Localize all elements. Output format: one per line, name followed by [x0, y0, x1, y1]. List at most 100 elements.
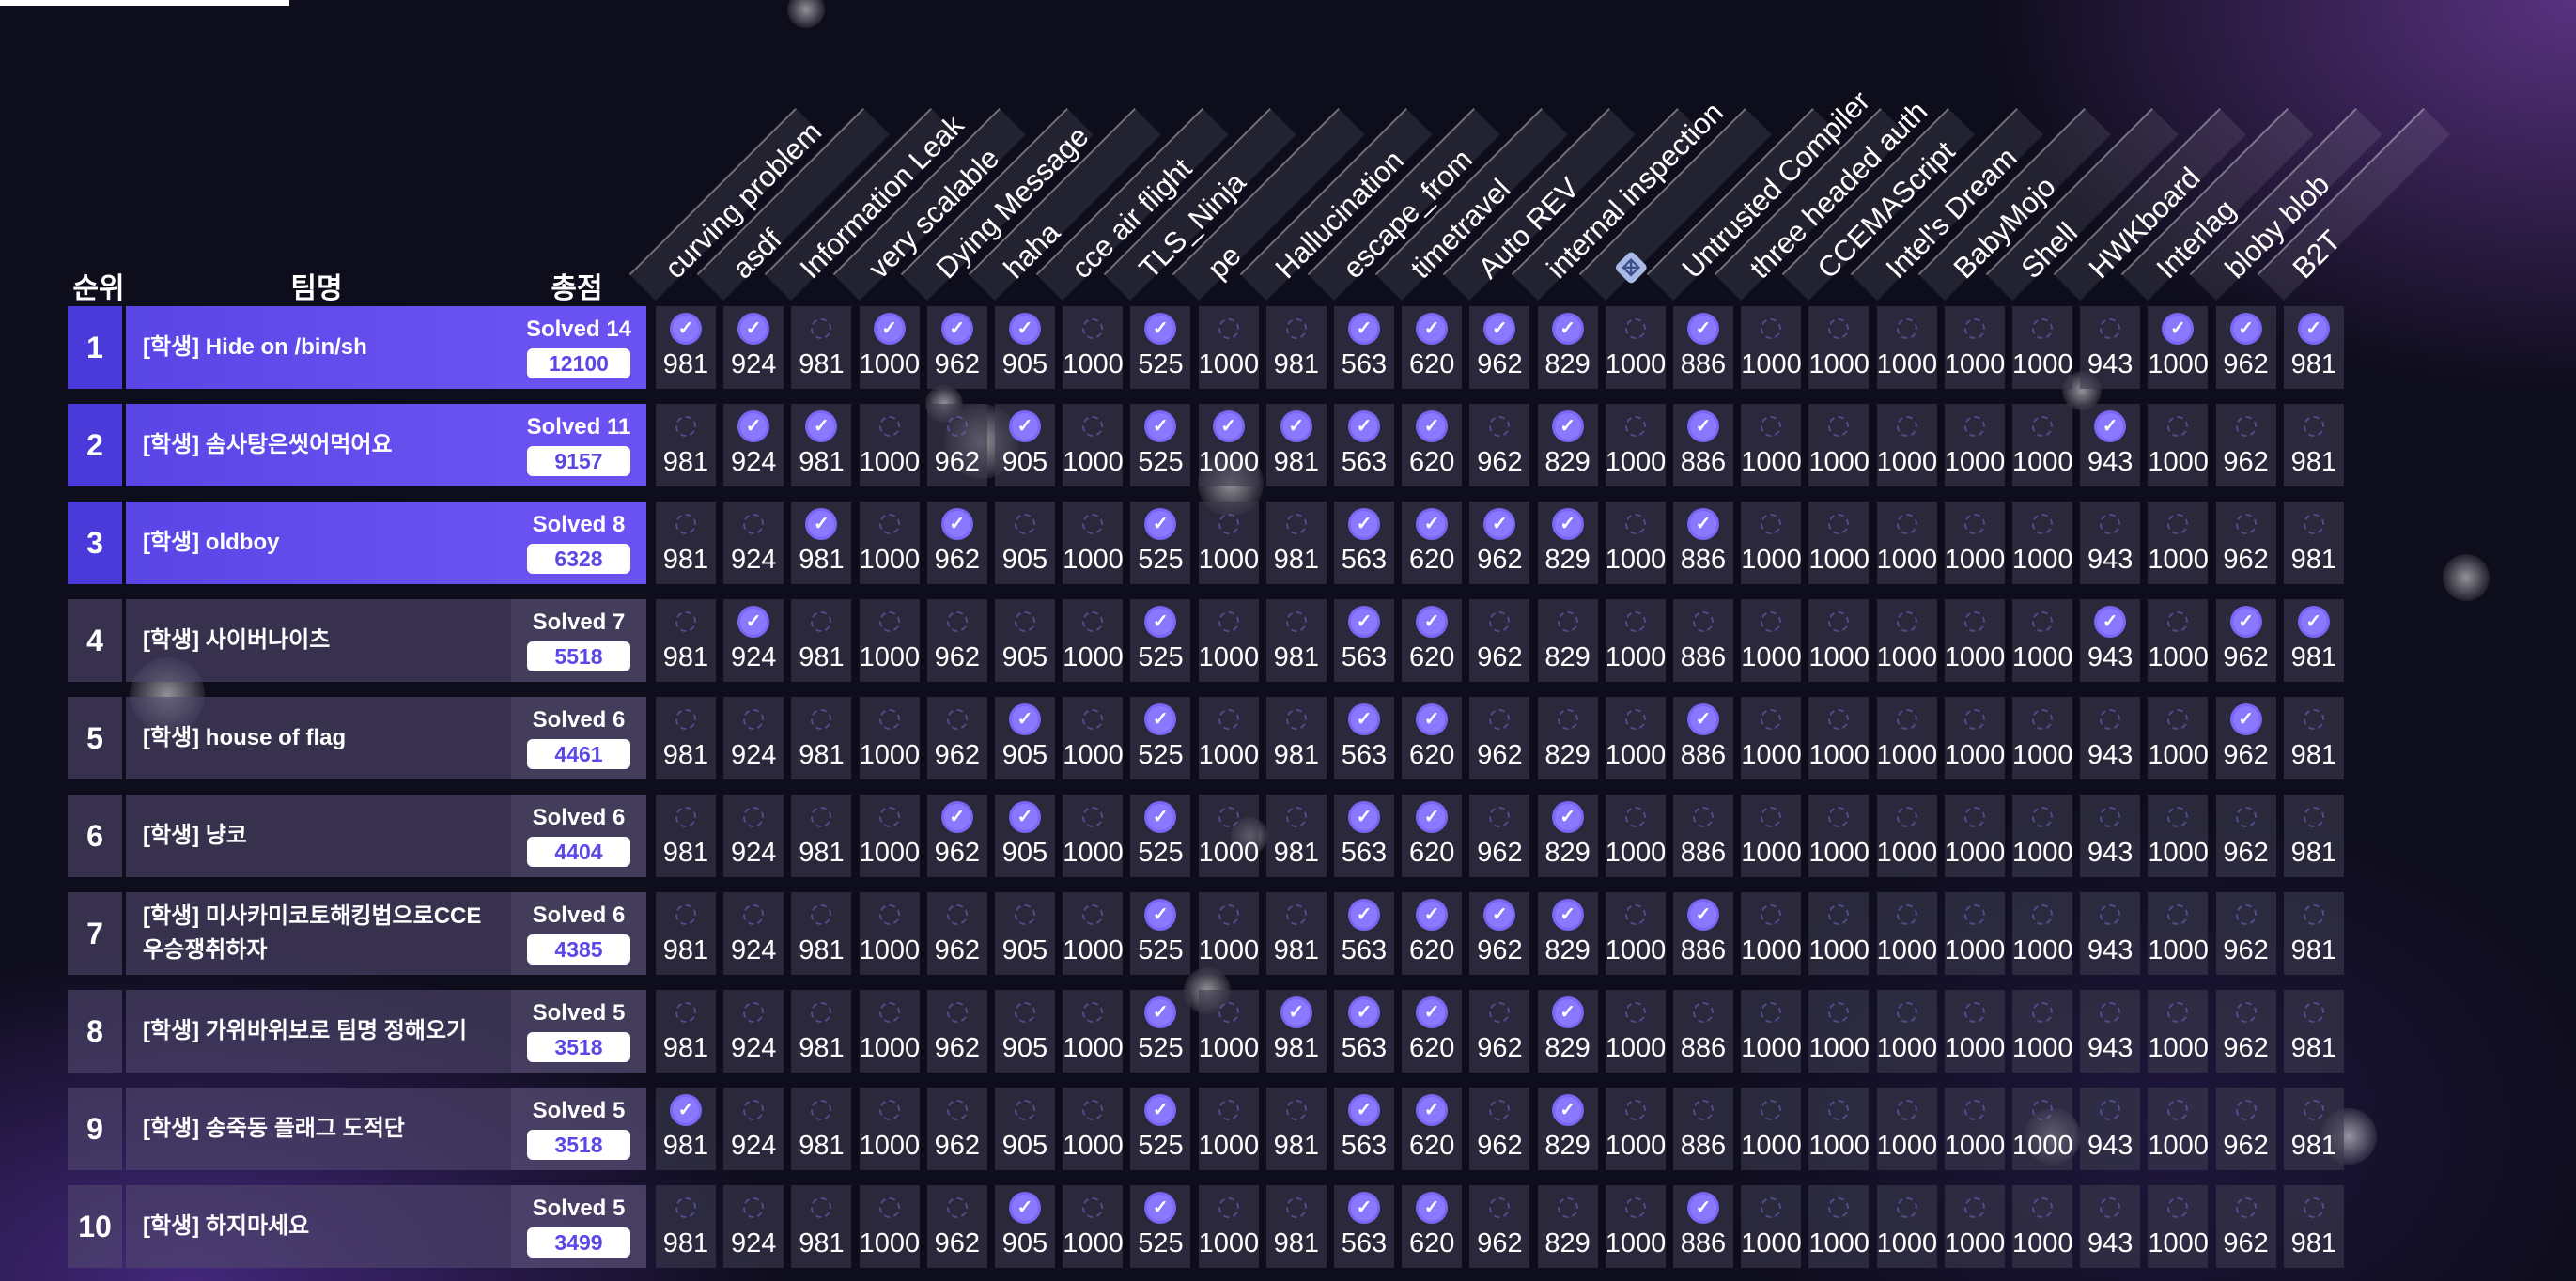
challenge-cell[interactable]: 1000: [1741, 404, 1802, 486]
challenge-cell[interactable]: 829: [1537, 502, 1598, 584]
team-name[interactable]: [학생] 냥코: [126, 795, 511, 877]
challenge-cell[interactable]: 1000: [2148, 1088, 2209, 1170]
challenge-header[interactable]: Intel's Dream: [1850, 0, 2043, 301]
challenge-header[interactable]: haha: [968, 0, 1161, 301]
challenge-cell[interactable]: 1000: [1876, 990, 1937, 1073]
challenge-cell[interactable]: 620: [1402, 990, 1463, 1073]
challenge-cell[interactable]: 1000: [1198, 306, 1259, 389]
challenge-cell[interactable]: 962: [1469, 697, 1530, 779]
challenge-cell[interactable]: 943: [2080, 404, 2141, 486]
challenge-cell[interactable]: 1000: [1876, 502, 1937, 584]
challenge-cell[interactable]: 924: [723, 1088, 784, 1170]
challenge-cell[interactable]: 563: [1334, 502, 1394, 584]
challenge-cell[interactable]: 1000: [2012, 404, 2073, 486]
challenge-cell[interactable]: 1000: [1063, 795, 1124, 877]
challenge-header[interactable]: very scalable: [832, 0, 1026, 301]
challenge-cell[interactable]: 886: [1673, 990, 1733, 1073]
challenge-cell[interactable]: 1000: [1876, 1185, 1937, 1268]
challenge-cell[interactable]: 886: [1673, 599, 1733, 682]
challenge-cell[interactable]: 620: [1402, 697, 1463, 779]
challenge-cell[interactable]: 1000: [859, 697, 920, 779]
challenge-cell[interactable]: 905: [995, 990, 1055, 1073]
challenge-cell[interactable]: 1000: [1944, 990, 2005, 1073]
challenge-cell[interactable]: 981: [791, 599, 852, 682]
team-name[interactable]: [학생] 솜사탕은씻어먹어요: [126, 404, 511, 486]
challenge-cell[interactable]: 1000: [1605, 404, 1666, 486]
challenge-cell[interactable]: 1000: [1063, 599, 1124, 682]
challenge-cell[interactable]: 962: [2215, 502, 2276, 584]
challenge-cell[interactable]: 981: [656, 306, 716, 389]
challenge-header[interactable]: Information Leak: [765, 0, 970, 301]
challenge-cell[interactable]: 924: [723, 404, 784, 486]
challenge-cell[interactable]: 829: [1537, 306, 1598, 389]
challenge-cell[interactable]: 962: [926, 404, 987, 486]
challenge-cell[interactable]: 525: [1130, 795, 1191, 877]
challenge-cell[interactable]: 1000: [859, 1185, 920, 1268]
challenge-cell[interactable]: 525: [1130, 892, 1191, 975]
challenge-cell[interactable]: 525: [1130, 502, 1191, 584]
challenge-cell[interactable]: 1000: [1605, 502, 1666, 584]
challenge-cell[interactable]: 1000: [1876, 697, 1937, 779]
challenge-cell[interactable]: 1000: [1198, 990, 1259, 1073]
challenge-cell[interactable]: 962: [926, 892, 987, 975]
challenge-cell[interactable]: 981: [2283, 1185, 2344, 1268]
team-name[interactable]: [학생] oldboy: [126, 502, 511, 584]
challenge-cell[interactable]: 1000: [1741, 306, 1802, 389]
challenge-header[interactable]: Untrusted Compiler: [1646, 0, 1876, 301]
challenge-cell[interactable]: 981: [1265, 502, 1327, 584]
challenge-cell[interactable]: 1000: [1063, 892, 1124, 975]
challenge-cell[interactable]: 1000: [1198, 404, 1259, 486]
challenge-cell[interactable]: 962: [926, 990, 987, 1073]
challenge-cell[interactable]: 1000: [1605, 1088, 1666, 1170]
challenge-cell[interactable]: 1000: [1876, 404, 1937, 486]
challenge-cell[interactable]: 962: [2215, 697, 2276, 779]
challenge-cell[interactable]: 962: [1469, 306, 1530, 389]
challenge-cell[interactable]: 981: [1265, 795, 1327, 877]
challenge-cell[interactable]: 563: [1334, 599, 1394, 682]
challenge-cell[interactable]: 829: [1537, 1185, 1598, 1268]
challenge-cell[interactable]: 981: [2283, 502, 2344, 584]
challenge-cell[interactable]: 563: [1334, 1185, 1394, 1268]
challenge-cell[interactable]: 1000: [1198, 1185, 1259, 1268]
team-row[interactable]: 5 [학생] house of flag Solved 6 4461 981 924 981…: [68, 697, 2344, 779]
challenge-cell[interactable]: 943: [2080, 795, 2141, 877]
challenge-cell[interactable]: 924: [723, 990, 784, 1073]
challenge-cell[interactable]: 1000: [1808, 404, 1870, 486]
challenge-cell[interactable]: 525: [1130, 306, 1191, 389]
challenge-cell[interactable]: 981: [1265, 990, 1327, 1073]
challenge-cell[interactable]: 563: [1334, 990, 1394, 1073]
challenge-cell[interactable]: 525: [1130, 1088, 1191, 1170]
challenge-cell[interactable]: 1000: [1741, 599, 1802, 682]
challenge-cell[interactable]: 981: [791, 795, 852, 877]
team-name[interactable]: [학생] 사이버나이츠: [126, 599, 511, 682]
challenge-cell[interactable]: 1000: [1741, 795, 1802, 877]
challenge-cell[interactable]: 905: [995, 795, 1055, 877]
challenge-header[interactable]: HWKboard: [2053, 0, 2246, 301]
challenge-cell[interactable]: 943: [2080, 697, 2141, 779]
challenge-header[interactable]: Hallucination: [1239, 0, 1433, 301]
challenge-cell[interactable]: 962: [2215, 599, 2276, 682]
team-row[interactable]: 10 [학생] 하지마세요 Solved 5 3499 981 924 981 1000 962…: [68, 1185, 2344, 1268]
challenge-cell[interactable]: 1000: [1198, 795, 1259, 877]
challenge-cell[interactable]: 1000: [1741, 502, 1802, 584]
challenge-cell[interactable]: 525: [1130, 990, 1191, 1073]
challenge-cell[interactable]: 1000: [1944, 697, 2005, 779]
challenge-cell[interactable]: 1000: [1741, 892, 1802, 975]
challenge-cell[interactable]: 981: [1265, 404, 1327, 486]
challenge-cell[interactable]: 1000: [1063, 697, 1124, 779]
challenge-cell[interactable]: 1000: [2148, 306, 2209, 389]
challenge-cell[interactable]: 981: [656, 1185, 716, 1268]
challenge-cell[interactable]: 1000: [1944, 502, 2005, 584]
challenge-cell[interactable]: 829: [1537, 892, 1598, 975]
challenge-cell[interactable]: 1000: [1876, 1088, 1937, 1170]
team-row[interactable]: 6[학생] 냥코 Solved 6 4404 981 924 981 1000 962 905 1…: [68, 795, 2344, 877]
challenge-cell[interactable]: 563: [1334, 892, 1394, 975]
challenge-cell[interactable]: 620: [1402, 795, 1463, 877]
challenge-cell[interactable]: 1000: [2012, 502, 2073, 584]
challenge-cell[interactable]: 563: [1334, 697, 1394, 779]
challenge-header[interactable]: Dying Message: [900, 0, 1094, 301]
challenge-cell[interactable]: 981: [1265, 1185, 1327, 1268]
challenge-header[interactable]: internal inspection: [1511, 0, 1730, 301]
challenge-cell[interactable]: 1000: [2012, 990, 2073, 1073]
challenge-cell[interactable]: 905: [995, 599, 1055, 682]
